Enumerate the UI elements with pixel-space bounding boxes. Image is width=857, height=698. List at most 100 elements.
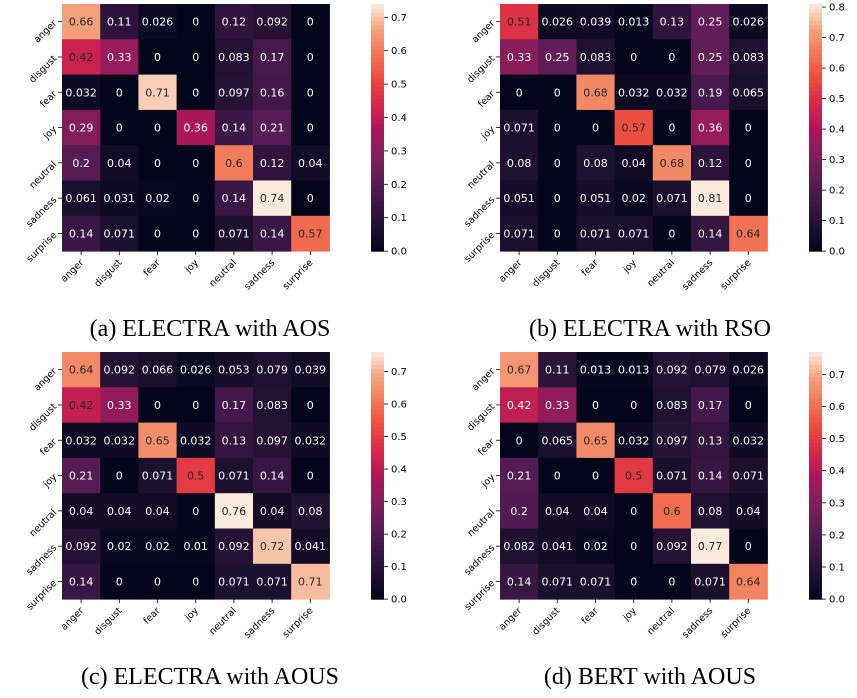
heatmap-cell (576, 4, 616, 40)
cell-value-label: 0 (116, 470, 123, 483)
row-label: joy (479, 472, 498, 491)
colorbar-slice (371, 578, 384, 584)
heatmap-cell (500, 387, 539, 424)
cell-value-label: 0.083 (656, 399, 688, 412)
heatmap-cell (253, 145, 292, 181)
colorbar-tick-label: 0.6 (391, 400, 407, 411)
heatmap-cell (691, 180, 730, 217)
colorbar-slice (809, 16, 822, 22)
heatmap-cell (691, 74, 730, 111)
colorbar-slice (371, 401, 384, 407)
heatmap-cell (253, 109, 292, 146)
row-label: fear (38, 437, 59, 458)
colorbar-slice (371, 189, 384, 195)
colorbar-slice (371, 380, 384, 386)
row-label: sadness (462, 195, 497, 230)
colorbar-tick-label: 0.2 (391, 180, 407, 191)
cell-value-label: 0 (154, 227, 161, 240)
colorbar-tick-label: 0.0 (829, 595, 845, 606)
colorbar-slice (371, 65, 384, 71)
heatmap-cell (538, 180, 577, 217)
colorbar-slice (809, 496, 822, 501)
heatmap-cell (176, 457, 216, 494)
cell-value-label: 0.092 (656, 364, 688, 377)
heatmap-cell (652, 352, 692, 388)
colorbar-slice (371, 467, 384, 473)
heatmap-cell (62, 74, 101, 111)
cell-value-label: 0.071 (142, 470, 174, 483)
colorbar-slice (371, 541, 384, 547)
heatmap-cell (576, 493, 616, 529)
cell-value-label: 0 (745, 157, 752, 170)
heatmap-cell (500, 493, 539, 529)
heatmap-cell (253, 4, 292, 40)
colorbar-slice (371, 504, 384, 510)
cell-value-label: 0.36 (183, 122, 208, 135)
heatmap-cell (652, 145, 692, 181)
colorbar-tick-label: 0.4 (391, 465, 407, 476)
cell-value-label: 0.092 (65, 540, 97, 553)
colorbar-slice (371, 397, 384, 403)
heatmap-cell (138, 422, 178, 459)
heatmap-cell (729, 74, 768, 111)
colorbar-slice (371, 389, 384, 394)
heatmap-cell (100, 422, 139, 459)
heatmap-cell (500, 74, 539, 111)
heatmap-cell (500, 457, 539, 494)
colorbar-slice (809, 8, 822, 13)
cell-value-label: 0.032 (180, 434, 212, 447)
heatmap-cell (291, 352, 330, 388)
colorbar-slice (809, 57, 822, 63)
cell-value-label: 0 (307, 16, 314, 29)
heatmap-panel-3: 0.64 0.092 0.066 0.026 0.053 0.079 0.039 0.42 0.… (24, 352, 407, 690)
heatmap-cell (538, 145, 577, 181)
cell-value-label: 0 (307, 470, 314, 483)
colorbar-slice (809, 164, 822, 170)
cell-value-label: 0.65 (583, 434, 608, 447)
colorbar-slice (809, 98, 822, 104)
cell-value-label: 0.071 (503, 122, 535, 135)
cell-value-label: 0.04 (107, 505, 132, 518)
cell-value-label: 0.071 (218, 227, 250, 240)
heatmap-cell (62, 145, 101, 181)
cell-value-label: 0.097 (218, 86, 250, 99)
cell-value-label: 0 (554, 122, 561, 135)
cell-value-label: 0 (307, 399, 314, 412)
cell-value-label: 0 (192, 505, 199, 518)
colorbar-slice (809, 181, 822, 186)
heatmap-cell (62, 109, 101, 146)
cell-value-label: 0 (192, 51, 199, 64)
heatmap-cell (500, 528, 539, 565)
colorbar-slice (371, 463, 384, 468)
cell-value-label: 0.097 (656, 434, 688, 447)
colorbar-slice (371, 209, 384, 215)
cell-value-label: 0.032 (733, 434, 765, 447)
heatmap-cell (100, 528, 139, 565)
colorbar-slice (371, 16, 384, 22)
colorbar-slice (809, 459, 822, 464)
colorbar-slice (371, 450, 384, 456)
col-label: anger (59, 605, 86, 632)
heatmap-cell (729, 387, 768, 424)
cell-value-label: 0 (630, 505, 637, 518)
colorbar-slice (371, 78, 384, 83)
heatmap-cell (691, 109, 730, 146)
row-label: surprise (462, 578, 497, 613)
colorbar-slice (371, 139, 384, 145)
heatmap-cell (138, 145, 178, 181)
colorbar-slice (809, 471, 822, 477)
heatmap-cell (500, 109, 539, 146)
colorbar-slice (809, 463, 822, 468)
cell-value-label: 0.032 (295, 434, 327, 447)
heatmap-cell (691, 387, 730, 424)
cell-value-label: 0.08 (298, 505, 323, 518)
cell-value-label: 0.68 (660, 157, 685, 170)
cell-value-label: 0.65 (145, 434, 170, 447)
heatmap-cell (214, 493, 254, 529)
colorbar-slice (809, 372, 822, 378)
heatmap-cell (729, 528, 768, 565)
heatmap-cell (538, 352, 577, 388)
colorbar-tick-label: 0.2 (829, 530, 845, 541)
colorbar-slice (371, 20, 384, 26)
cell-value-label: 0.02 (145, 540, 170, 553)
